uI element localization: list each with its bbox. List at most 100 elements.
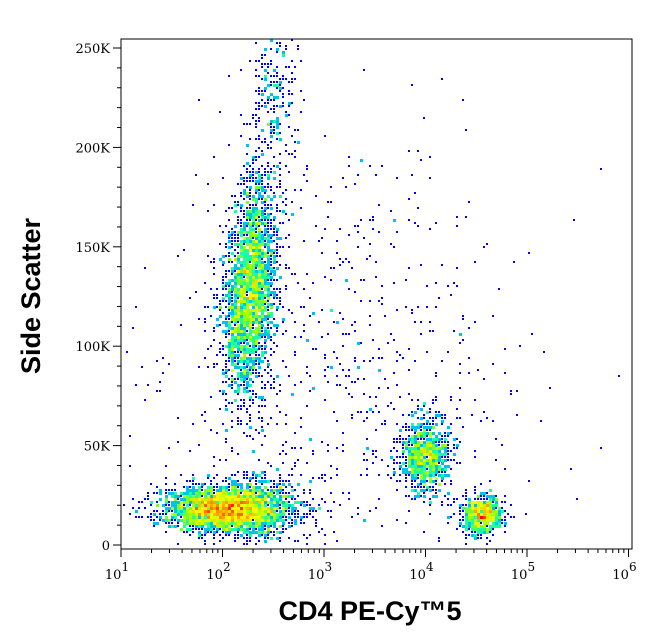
event-dot	[390, 456, 393, 459]
event-dot	[459, 513, 461, 515]
event-dot	[306, 165, 308, 167]
event-dot	[198, 534, 201, 537]
event-dot	[405, 441, 408, 444]
event-dot	[477, 495, 480, 498]
event-dot	[261, 198, 263, 200]
event-dot	[411, 426, 414, 429]
event-dot	[261, 405, 263, 407]
event-dot	[237, 537, 239, 539]
event-dot	[237, 516, 240, 519]
event-dot	[282, 360, 284, 362]
event-dot	[234, 522, 237, 525]
event-dot	[267, 462, 269, 464]
event-dot	[348, 234, 350, 236]
event-dot	[249, 240, 252, 243]
event-dot	[237, 204, 239, 206]
event-dot	[426, 435, 428, 437]
event-dot	[258, 252, 261, 255]
event-dot	[261, 222, 264, 225]
event-dot	[261, 249, 264, 252]
event-dot	[192, 519, 195, 522]
event-dot	[255, 291, 258, 294]
event-dot	[153, 525, 155, 527]
event-dot	[261, 315, 264, 318]
event-dot	[213, 510, 216, 513]
event-dot	[198, 498, 201, 501]
event-dot	[270, 264, 272, 266]
event-dot	[282, 501, 285, 504]
event-dot	[165, 477, 167, 479]
event-dot	[174, 489, 176, 491]
event-dot	[243, 348, 246, 351]
event-dot	[234, 273, 237, 276]
event-dot	[447, 459, 449, 461]
event-dot	[435, 453, 438, 456]
event-dot	[444, 435, 446, 437]
event-dot	[282, 492, 284, 494]
event-dot	[282, 75, 284, 77]
event-dot	[237, 294, 240, 297]
event-dot	[147, 516, 149, 518]
event-dot	[363, 459, 365, 461]
event-dot	[261, 531, 264, 534]
event-dot	[459, 399, 461, 401]
event-dot	[396, 231, 398, 233]
event-dot	[411, 309, 413, 311]
event-dot	[390, 477, 392, 479]
event-dot	[267, 534, 269, 536]
event-dot	[429, 456, 432, 459]
event-dot	[216, 486, 218, 488]
event-dot	[243, 507, 246, 510]
event-dot	[438, 540, 440, 542]
event-dot	[375, 396, 377, 398]
event-dot	[429, 444, 432, 447]
event-dot	[288, 309, 290, 311]
event-dot	[234, 363, 237, 366]
event-dot	[384, 378, 386, 380]
event-dot	[393, 474, 395, 476]
event-dot	[219, 504, 222, 507]
event-dot	[258, 279, 261, 282]
event-dot	[225, 498, 228, 501]
event-dot	[261, 105, 263, 107]
event-dot	[183, 486, 185, 488]
event-dot	[141, 516, 143, 518]
event-dot	[267, 183, 269, 185]
event-dot	[249, 510, 252, 513]
x-tick-label: 102	[206, 560, 230, 583]
event-dot	[399, 456, 401, 458]
event-dot	[288, 267, 290, 269]
event-dot	[381, 285, 383, 287]
event-dot	[261, 351, 264, 354]
event-dot	[267, 291, 270, 294]
event-dot	[249, 273, 252, 276]
event-dot	[273, 318, 275, 320]
event-dot	[432, 330, 434, 332]
event-dot	[207, 522, 210, 525]
event-dot	[261, 396, 264, 399]
event-dot	[456, 528, 458, 530]
event-dot	[180, 474, 182, 476]
event-dot	[243, 333, 246, 336]
event-dot	[474, 492, 476, 494]
event-dot	[420, 486, 422, 488]
event-dot	[429, 465, 432, 468]
event-dot	[435, 459, 438, 462]
event-dot	[231, 501, 234, 504]
event-dot	[306, 273, 308, 275]
event-dot	[291, 522, 293, 524]
event-dot	[177, 525, 179, 527]
event-dot	[264, 264, 267, 267]
event-dot	[210, 480, 212, 482]
event-dot	[171, 516, 174, 519]
event-dot	[231, 351, 234, 354]
event-dot	[576, 498, 578, 500]
event-dot	[444, 468, 447, 471]
event-dot	[207, 501, 210, 504]
event-dot	[168, 519, 171, 522]
x-tick-label: 105	[511, 560, 535, 583]
event-dot	[255, 222, 258, 225]
event-dot	[267, 213, 270, 216]
event-dot	[459, 333, 462, 336]
event-dot	[471, 501, 474, 504]
